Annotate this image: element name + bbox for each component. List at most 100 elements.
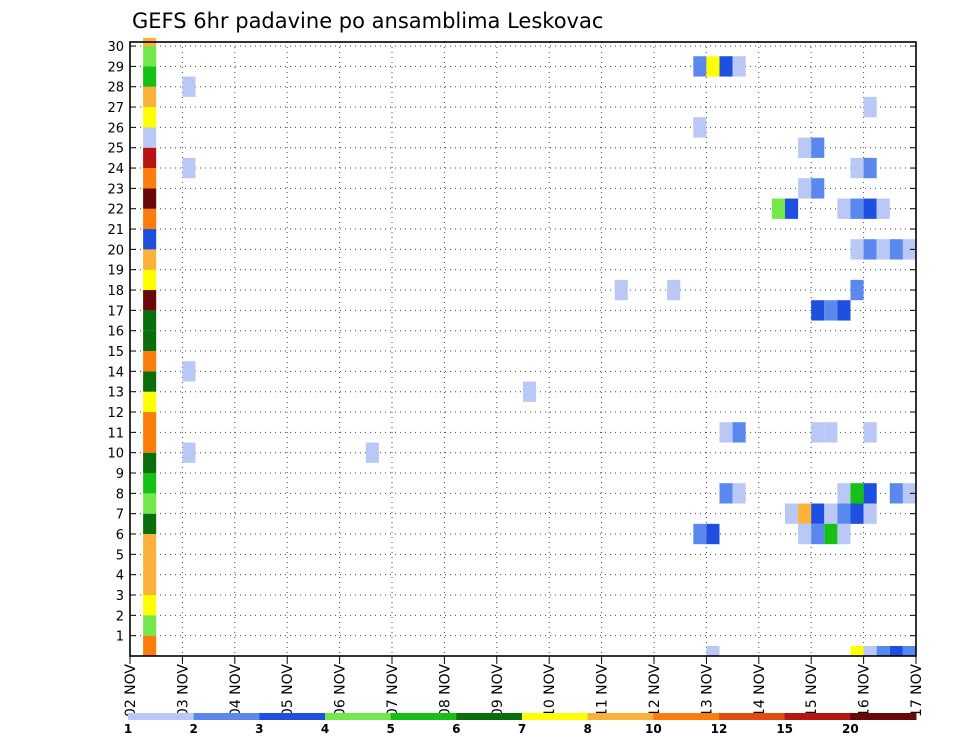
- y-tick-label: 30: [107, 40, 124, 55]
- strip-segment: [143, 127, 157, 148]
- y-tick-label: 6: [116, 528, 124, 543]
- heatmap-cell: [876, 646, 890, 656]
- x-tick-label: 17 NOV: [909, 664, 925, 718]
- x-tick-label: 14 NOV: [752, 664, 768, 718]
- heatmap-cell: [876, 198, 890, 219]
- heatmap-cell: [706, 523, 720, 545]
- y-tick-label: 4: [116, 569, 124, 584]
- heatmap-cell: [837, 483, 851, 504]
- legend-tick-label: 8: [583, 722, 591, 736]
- heatmap-cell: [706, 56, 720, 77]
- strip-segment: [143, 554, 157, 596]
- heatmap-cell: [824, 300, 838, 321]
- heatmap-cell: [785, 198, 799, 219]
- heatmap-cell: [719, 483, 733, 504]
- legend-swatch: [390, 713, 457, 720]
- heatmap-cell: [824, 503, 838, 524]
- heatmap-cell: [811, 300, 825, 321]
- legend-tick-label: 2: [189, 722, 197, 736]
- y-tick-label: 15: [107, 345, 124, 360]
- y-tick-label: 25: [107, 142, 124, 157]
- strip-segment: [143, 188, 157, 209]
- heatmap-cell: [693, 117, 707, 138]
- x-tick-label: 03 NOV: [175, 664, 191, 718]
- legend-swatch: [653, 713, 720, 720]
- heatmap-cell: [850, 157, 864, 179]
- heatmap-cell: [850, 503, 864, 524]
- strip-segment: [143, 534, 157, 555]
- plot-frame: [129, 41, 917, 657]
- legend-tick-label: 7: [518, 722, 526, 736]
- x-tick-label: 07 NOV: [385, 664, 401, 718]
- heatmap-cell: [889, 239, 903, 260]
- strip-segment: [143, 208, 157, 230]
- x-axis: 02 NOV 03 NOV 04 NOV 05 NOV 06 NOV 07 NOV 08 N…: [123, 656, 925, 717]
- heatmap-cell: [667, 279, 681, 301]
- heatmap-cell: [182, 361, 196, 382]
- heatmap-cell: [902, 646, 916, 656]
- y-tick-label: 8: [116, 487, 124, 502]
- x-tick-label: 05 NOV: [280, 664, 296, 718]
- y-tick-label: 14: [107, 365, 124, 380]
- strip-segment: [143, 391, 157, 413]
- strip-segment: [143, 635, 157, 656]
- strip-segment: [143, 351, 157, 372]
- y-tick-label: 1: [116, 630, 124, 645]
- grid-lines: [130, 42, 916, 656]
- heatmap-cell: [863, 503, 877, 524]
- y-tick-label: 29: [107, 60, 124, 75]
- heatmap-cell: [824, 422, 838, 443]
- heatmap-cell: [798, 137, 812, 158]
- strip-segment: [143, 452, 157, 474]
- x-tick-label: 16 NOV: [857, 664, 873, 718]
- heatmap-cell: [706, 646, 720, 656]
- y-tick-label: 11: [107, 426, 124, 441]
- heatmap-cell: [365, 442, 379, 463]
- y-tick-label: 27: [107, 101, 124, 116]
- strip-segment: [143, 513, 157, 535]
- y-tick-label: 21: [107, 223, 124, 238]
- y-tick-label: 18: [107, 284, 124, 299]
- strip-segment: [143, 168, 157, 189]
- strip-segment: [143, 147, 157, 169]
- heatmap-cell: [732, 422, 746, 443]
- heatmap-cell: [523, 381, 537, 402]
- heatmap-cell: [889, 483, 903, 504]
- heatmap-cell: [876, 239, 890, 260]
- x-tick-label: 08 NOV: [437, 664, 453, 718]
- legend-tick-label: 15: [776, 722, 793, 736]
- strip-segment: [143, 330, 157, 352]
- heatmap-cell: [863, 198, 877, 219]
- heatmap-cell: [693, 523, 707, 545]
- strip-segment: [143, 290, 157, 311]
- strip-segment: [143, 371, 157, 392]
- heatmap-cell: [850, 239, 864, 260]
- heatmap-cell: [850, 483, 864, 504]
- legend-tick-label: 4: [321, 722, 329, 736]
- heatmap-cell: [811, 178, 825, 199]
- legend-swatch: [784, 713, 851, 720]
- x-tick-label: 13 NOV: [699, 664, 715, 718]
- heatmap-cell: [837, 503, 851, 524]
- x-tick-label: 10 NOV: [542, 664, 558, 718]
- y-tick-label: 16: [107, 325, 124, 340]
- color-legend: 1 2 3 4 5 6 7 8 10 12 15 20: [124, 713, 917, 736]
- y-tick-label: 17: [107, 304, 124, 319]
- member-strip: [143, 37, 157, 656]
- legend-swatch: [193, 713, 260, 720]
- heatmap-cell: [771, 198, 785, 219]
- heatmap-cell: [824, 523, 838, 545]
- heatmap-cell: [850, 646, 864, 656]
- legend-tick-label: 5: [386, 722, 394, 736]
- heatmap-cell: [785, 503, 799, 524]
- strip-segment: [143, 46, 157, 67]
- heatmap-cell: [732, 56, 746, 77]
- legend-swatch: [719, 713, 786, 720]
- heatmap-cell: [719, 422, 733, 443]
- y-tick-label: 9: [116, 467, 124, 482]
- heatmap-cell: [811, 422, 825, 443]
- heatmap-cell: [863, 157, 877, 179]
- legend-tick-label: 3: [255, 722, 263, 736]
- strip-segment: [143, 107, 157, 128]
- y-tick-label: 12: [107, 406, 124, 421]
